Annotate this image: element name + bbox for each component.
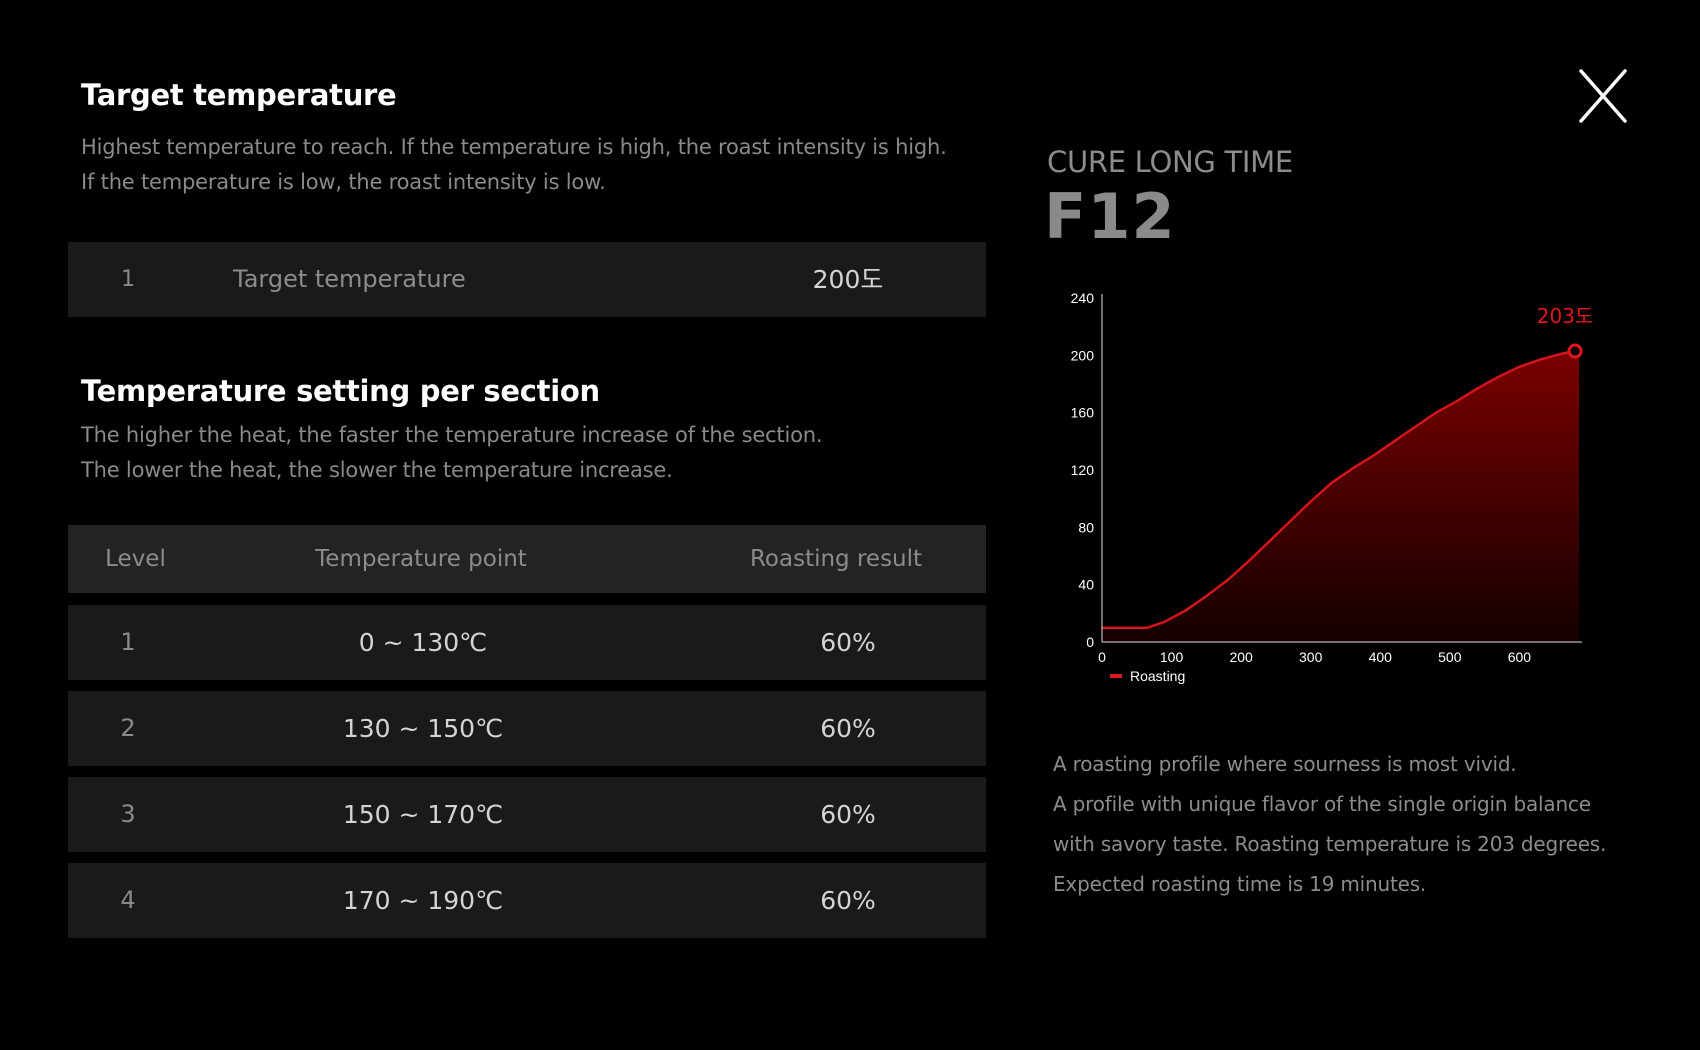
legend-swatch [1110, 674, 1122, 678]
row-roasting-result: 60% [820, 800, 876, 829]
y-tick-label: 0 [1086, 634, 1094, 650]
row-roasting-result: 60% [820, 714, 876, 743]
row-roasting-result: 60% [820, 628, 876, 657]
profile-code: F12 [1044, 180, 1176, 253]
desc-line: The higher the heat, the faster the temp… [81, 423, 823, 447]
desc-line: Highest temperature to reach. If the tem… [81, 135, 947, 159]
roasting-line [1102, 349, 1576, 629]
y-tick-label: 200 [1071, 347, 1095, 363]
x-tick-label: 100 [1160, 649, 1184, 665]
close-icon [1579, 69, 1627, 123]
row-level: 4 [120, 886, 136, 914]
table-row[interactable]: 4 170 ~ 190℃ 60% [68, 863, 986, 938]
x-tick-label: 300 [1299, 649, 1323, 665]
row-temperature-point: 0 ~ 130℃ [358, 628, 488, 657]
target-temperature-desc: Highest temperature to reach. If the tem… [81, 130, 947, 200]
profile-description: A roasting profile where sourness is mos… [1053, 744, 1606, 904]
row-temperature-point: 130 ~ 150℃ [342, 714, 504, 743]
y-tick-label: 240 [1071, 290, 1095, 306]
x-tick-label: 500 [1438, 649, 1462, 665]
row-label: Target temperature [233, 265, 466, 293]
y-tick-label: 80 [1078, 519, 1094, 535]
close-button[interactable] [1578, 68, 1628, 124]
end-point-marker [1567, 343, 1583, 359]
table-row[interactable]: 1 0 ~ 130℃ 60% [68, 605, 986, 680]
profile-desc-line: with savory taste. Roasting temperature … [1053, 832, 1607, 856]
section-setting-desc: The higher the heat, the faster the temp… [81, 418, 823, 488]
end-value-label: 203도 [1537, 304, 1594, 328]
desc-line: The lower the heat, the slower the tempe… [81, 458, 673, 482]
row-temperature-point: 150 ~ 170℃ [342, 800, 504, 829]
legend-label: Roasting [1130, 668, 1185, 684]
y-tick-label: 120 [1071, 462, 1095, 478]
row-level: 2 [120, 714, 136, 742]
profile-subtitle: CURE LONG TIME [1047, 145, 1293, 179]
x-tick-label: 0 [1098, 649, 1106, 665]
target-temperature-row[interactable]: 1 Target temperature 200도 [68, 242, 986, 317]
x-tick-label: 400 [1369, 649, 1393, 665]
table-row[interactable]: 3 150 ~ 170℃ 60% [68, 777, 986, 852]
row-temperature-point: 170 ~ 190℃ [342, 886, 504, 915]
x-tick-label: 600 [1508, 649, 1532, 665]
roasting-area [1102, 351, 1579, 642]
y-tick-label: 40 [1078, 577, 1094, 593]
row-level: 1 [120, 628, 136, 656]
profile-desc-line: A roasting profile where sourness is mos… [1053, 752, 1517, 776]
row-index: 1 [121, 267, 135, 292]
row-roasting-result: 60% [820, 886, 876, 915]
profile-desc-line: Expected roasting time is 19 minutes. [1053, 872, 1427, 896]
y-tick-label: 160 [1071, 405, 1095, 421]
header-roasting-result: Roasting result [749, 546, 923, 572]
section-table-header: Level Temperature point Roasting result [68, 525, 986, 593]
section-setting-title: Temperature setting per section [81, 374, 600, 408]
row-level: 3 [120, 800, 136, 828]
target-temperature-value[interactable]: 200도 [812, 265, 884, 294]
header-temperature-point: Temperature point [315, 546, 527, 572]
desc-line: If the temperature is low, the roast int… [81, 170, 606, 194]
profile-desc-line: A profile with unique flavor of the sing… [1053, 792, 1591, 816]
x-tick-label: 200 [1229, 649, 1253, 665]
header-level: Level [105, 546, 166, 572]
roasting-chart: 0 40 80 120 160 200 240 0 100 200 300 400 500 600 20… [1071, 290, 1594, 684]
target-temperature-title: Target temperature [81, 78, 397, 112]
table-row[interactable]: 2 130 ~ 150℃ 60% [68, 691, 986, 766]
